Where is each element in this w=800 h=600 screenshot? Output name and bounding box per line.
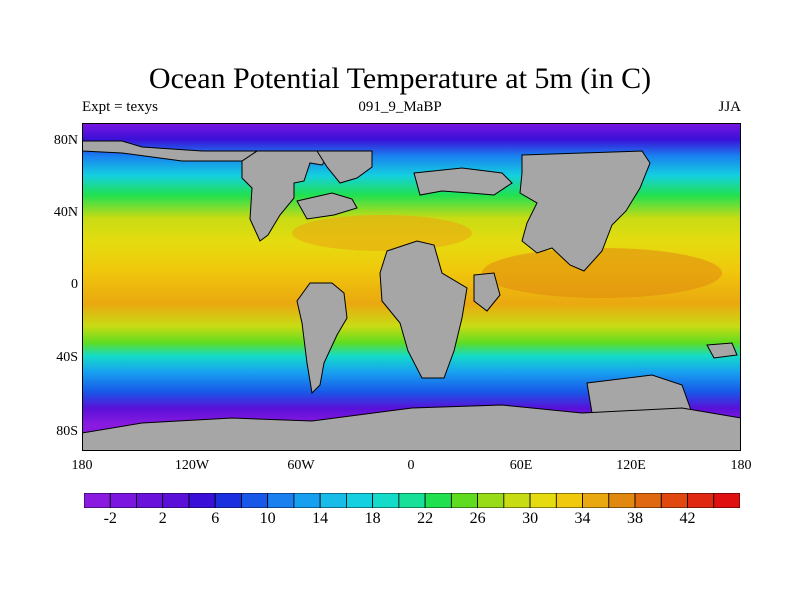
x-tick-label: 180 (730, 458, 752, 473)
colorbar-box (267, 493, 295, 508)
y-tick-label: 80S (56, 424, 78, 439)
period-label: 091_9_MaBP (358, 99, 442, 115)
season-label: JJA (718, 99, 741, 115)
africa (379, 240, 468, 379)
eurasia (519, 150, 651, 272)
colorbar-label: 6 (211, 510, 220, 527)
small-island (706, 342, 738, 359)
colorbar-box (713, 493, 740, 508)
greenland (316, 150, 373, 184)
colorbar-box (582, 493, 610, 508)
colorbar-box (293, 493, 321, 508)
colorbar-box (687, 493, 715, 508)
colorbar-box (424, 493, 452, 508)
x-tick-label: 60W (287, 458, 315, 473)
south-america (296, 282, 348, 395)
x-tick-label: 120E (616, 458, 646, 473)
colorbar-label: 10 (259, 510, 276, 527)
land-masses (82, 140, 741, 451)
x-tick-label: 120W (174, 458, 210, 473)
colorbar-box (188, 493, 216, 508)
experiment-label: Expt = texys (82, 99, 158, 115)
y-tick-label: 80N (53, 133, 78, 148)
colorbar-box (345, 493, 374, 508)
colorbar-box (214, 493, 242, 508)
colorbar-box (319, 493, 347, 508)
colorbar-label: 2 (158, 510, 167, 527)
colorbar-label: 14 (312, 510, 329, 527)
colorbar-box (398, 493, 426, 508)
colorbar-box (634, 493, 662, 508)
colorbar-label: 22 (417, 510, 434, 527)
colorbar-label: 30 (522, 510, 539, 527)
warm-pool (482, 248, 722, 298)
map-frame (82, 123, 741, 451)
colorbar-label: 34 (574, 510, 591, 527)
y-tick-label: 40N (53, 205, 78, 220)
colorbar-box (529, 493, 557, 508)
colorbar-box (450, 493, 478, 508)
colorbar-box (84, 493, 111, 508)
arctic-north-strip (82, 140, 259, 162)
europe (296, 192, 358, 220)
temperature-map (82, 123, 741, 451)
warm-pool (292, 215, 472, 251)
y-tick-label: 0 (71, 277, 78, 292)
colorbar-box (372, 493, 400, 508)
colorbar-box (503, 493, 531, 508)
arabia (473, 272, 501, 312)
colorbar-box (608, 493, 636, 508)
y-tick-label: 40S (56, 350, 78, 365)
colorbar-box (136, 493, 164, 508)
x-tick-label: 0 (407, 458, 415, 473)
colorbar-label: 38 (627, 510, 644, 527)
colorbar-box (162, 493, 190, 508)
colorbar-box (477, 493, 505, 508)
colorbar-box (109, 493, 137, 508)
north-asia-block (413, 167, 513, 196)
map-title: Ocean Potential Temperature at 5m (in C) (148, 62, 652, 95)
colorbar-box (555, 493, 583, 508)
x-tick-label: 180 (71, 458, 93, 473)
colorbar-label: 26 (469, 510, 486, 527)
colorbar-label: 18 (364, 510, 381, 527)
antarctica (82, 404, 741, 451)
colorbar-label: -2 (103, 510, 117, 527)
colorbar-box (660, 493, 688, 508)
colorbar-label: 42 (679, 510, 696, 527)
colorbar-box (241, 493, 269, 508)
x-tick-label: 60E (509, 458, 533, 473)
colorbar (84, 493, 740, 508)
